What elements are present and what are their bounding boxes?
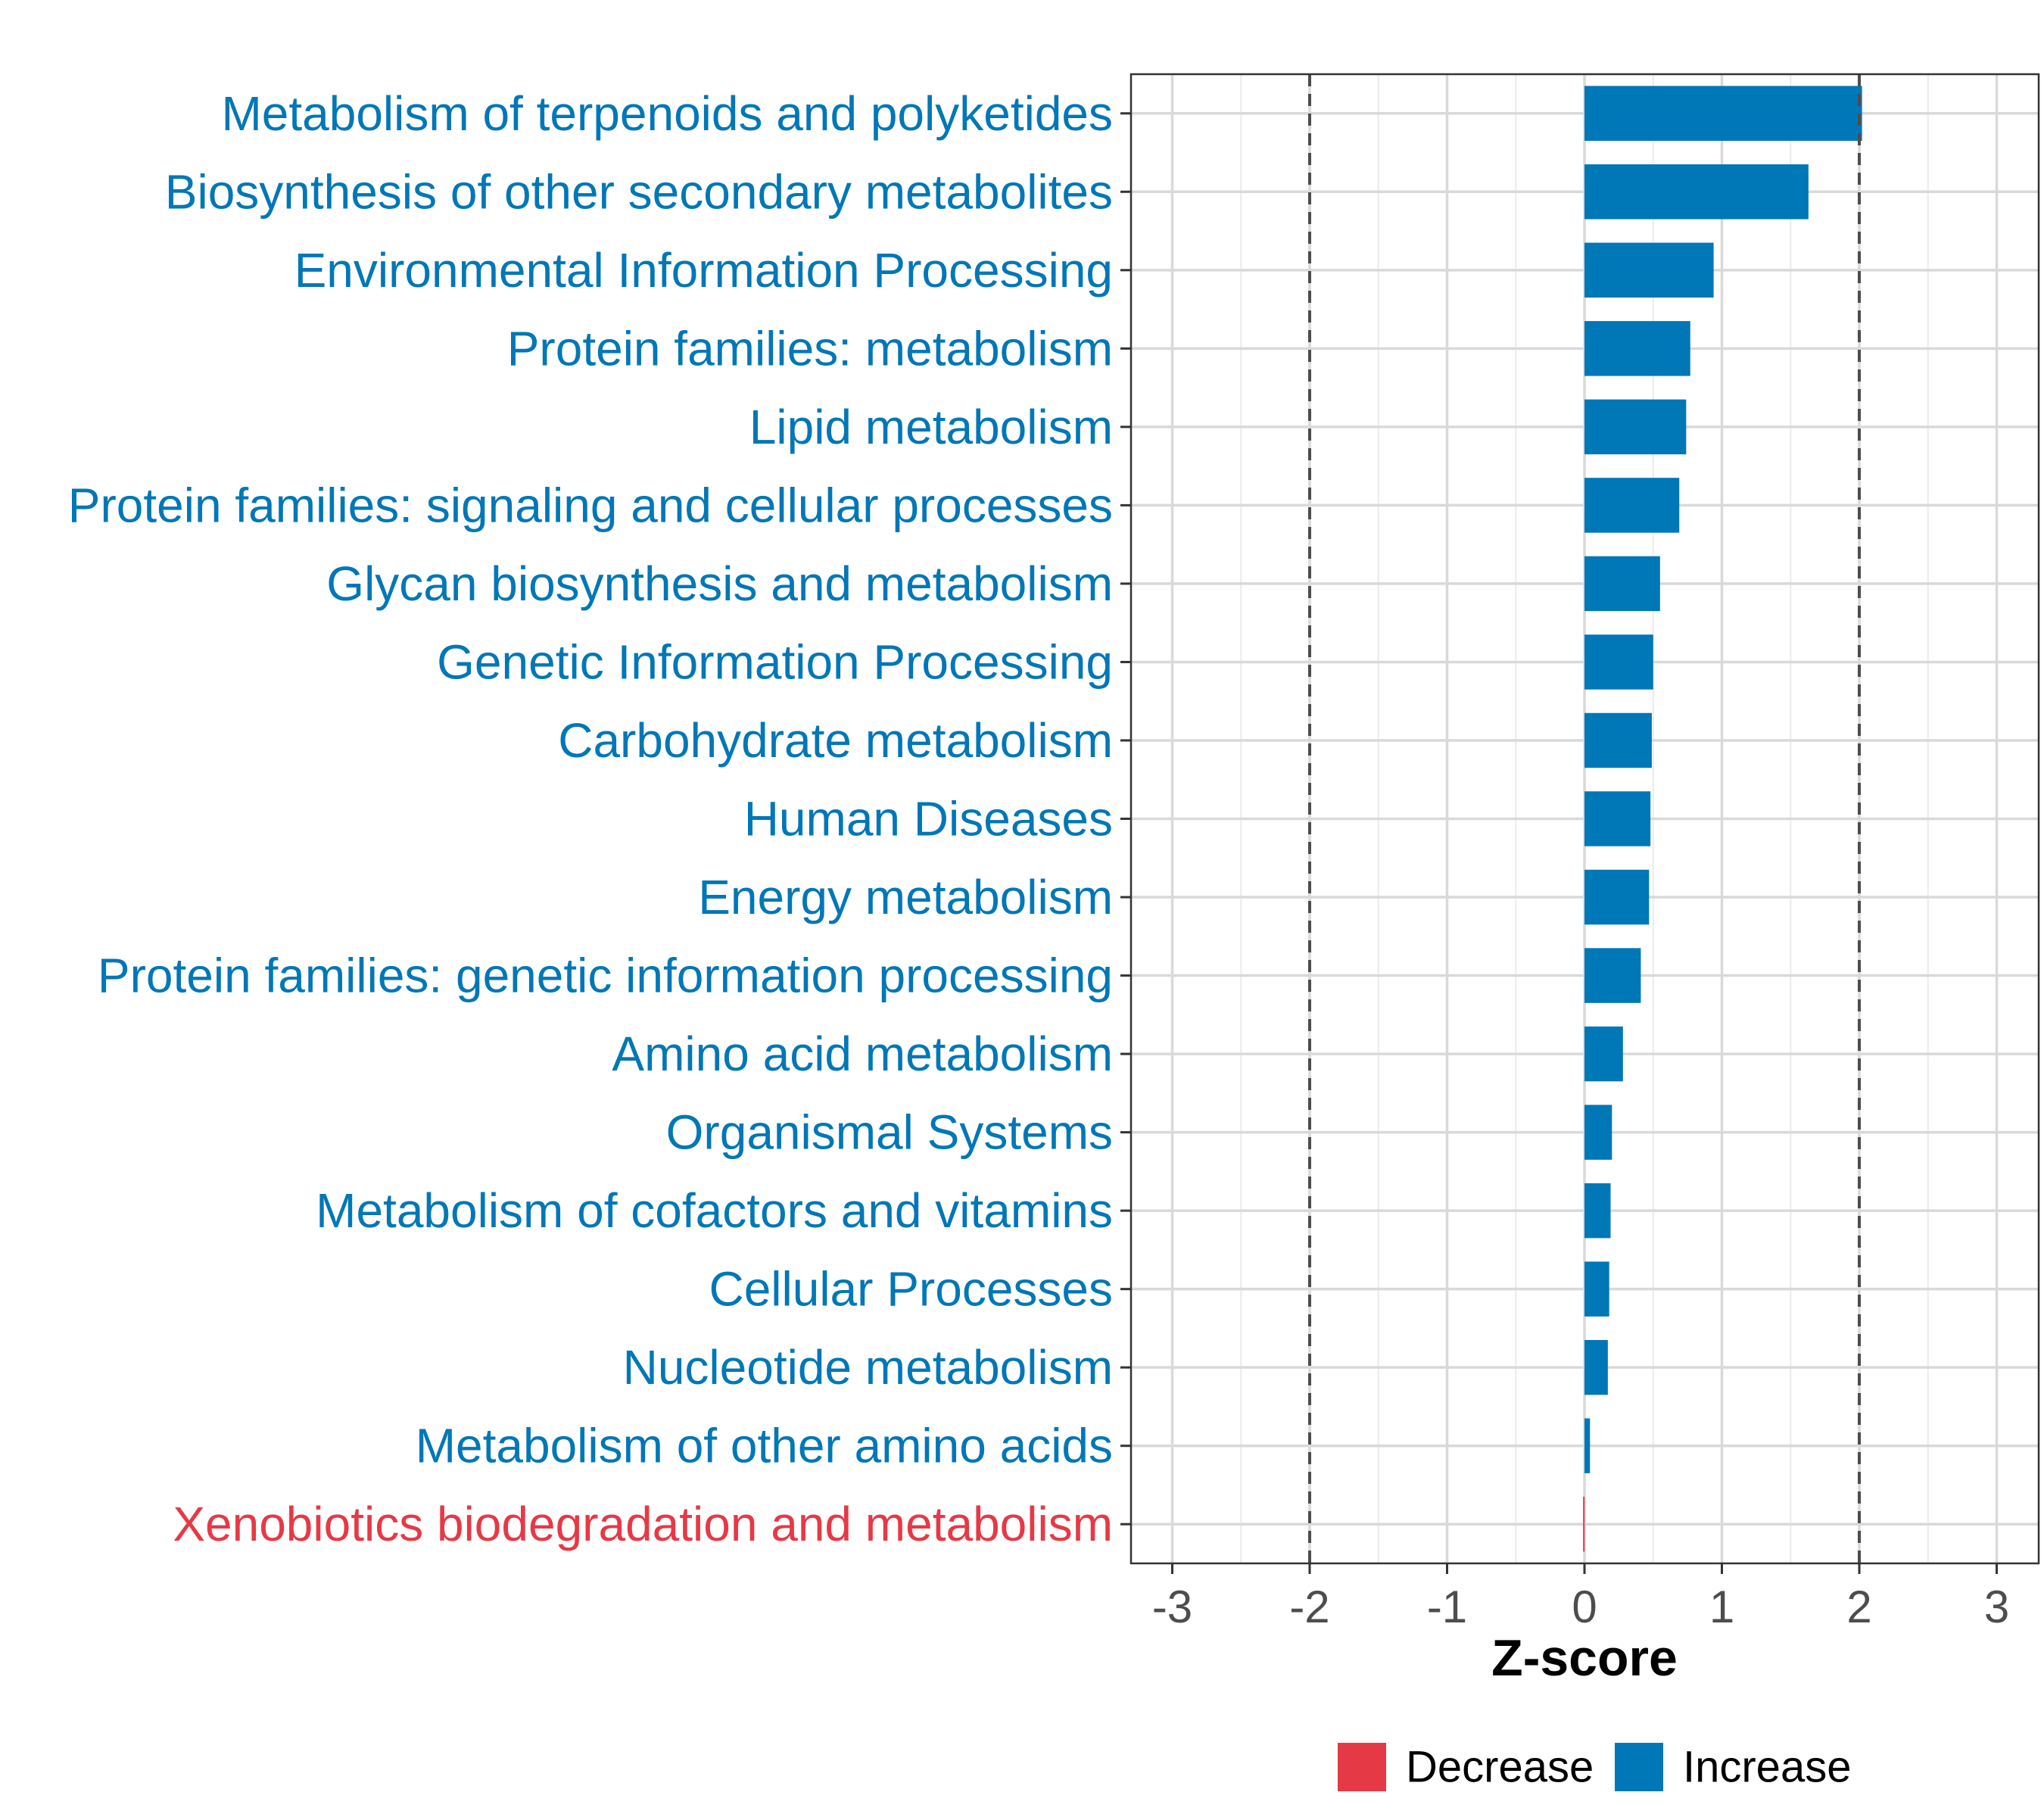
category-label: Environmental Information Processing <box>294 243 1113 298</box>
legend-label: Increase <box>1683 1743 1851 1792</box>
x-axis: -3 -2 -1 0 1 2 3 <box>1152 1563 2009 1632</box>
x-tick-label: 0 <box>1572 1582 1597 1632</box>
bar <box>1584 86 1862 141</box>
bar <box>1584 1418 1591 1473</box>
x-axis-title: Z-score <box>1491 1629 1678 1687</box>
bar <box>1584 242 1714 298</box>
x-tick-label: 3 <box>1984 1582 2009 1632</box>
bar <box>1583 1497 1585 1552</box>
reference-line-layer <box>1308 74 1861 1563</box>
x-tick-label: 1 <box>1709 1582 1734 1632</box>
bar-layer <box>1583 86 1862 1552</box>
bar <box>1584 712 1652 768</box>
bar <box>1584 791 1651 846</box>
legend-label: Decrease <box>1406 1743 1594 1792</box>
category-label: Biosynthesis of other secondary metaboli… <box>165 164 1113 219</box>
category-label: Lipid metabolism <box>749 400 1113 454</box>
category-label: Nucleotide metabolism <box>623 1340 1113 1395</box>
category-label: Xenobiotics biodegradation and metabolis… <box>173 1497 1113 1551</box>
category-label: Human Diseases <box>744 792 1113 846</box>
category-label: Carbohydrate metabolism <box>558 713 1113 768</box>
x-tick-label: 2 <box>1846 1582 1871 1632</box>
bar <box>1584 948 1641 1003</box>
category-label: Metabolism of other amino acids <box>416 1419 1113 1473</box>
bar <box>1584 399 1687 455</box>
category-label: Organismal Systems <box>666 1105 1113 1160</box>
category-label: Protein families: signaling and cellular… <box>68 478 1113 532</box>
category-label: Energy metabolism <box>698 870 1113 924</box>
bar <box>1584 1026 1623 1082</box>
bar <box>1584 556 1660 612</box>
bar <box>1584 1183 1611 1239</box>
category-label: Metabolism of cofactors and vitamins <box>316 1183 1113 1238</box>
category-label: Metabolism of terpenoids and polyketides <box>221 86 1113 141</box>
y-axis: Metabolism of terpenoids and polyketides… <box>68 86 1131 1551</box>
bar <box>1584 1339 1608 1395</box>
category-label: Glycan biosynthesis and metabolism <box>326 556 1113 611</box>
category-label: Protein families: metabolism <box>507 321 1113 376</box>
category-label: Amino acid metabolism <box>612 1027 1113 1081</box>
x-tick-label: -2 <box>1289 1582 1329 1632</box>
bar <box>1584 869 1650 925</box>
bar <box>1584 1105 1612 1160</box>
x-tick-label: -1 <box>1427 1582 1467 1632</box>
bar <box>1584 321 1690 376</box>
category-label: Protein families: genetic information pr… <box>98 949 1113 1003</box>
legend-swatch <box>1338 1743 1386 1791</box>
legend: Decrease Increase <box>1338 1743 1851 1792</box>
category-label: Genetic Information Processing <box>437 634 1113 689</box>
legend-swatch <box>1615 1743 1663 1791</box>
bar <box>1584 164 1809 220</box>
bar <box>1584 1261 1609 1317</box>
category-label: Cellular Processes <box>709 1262 1113 1317</box>
bar <box>1584 478 1680 533</box>
bar <box>1584 634 1653 690</box>
x-tick-label: -3 <box>1152 1582 1192 1632</box>
